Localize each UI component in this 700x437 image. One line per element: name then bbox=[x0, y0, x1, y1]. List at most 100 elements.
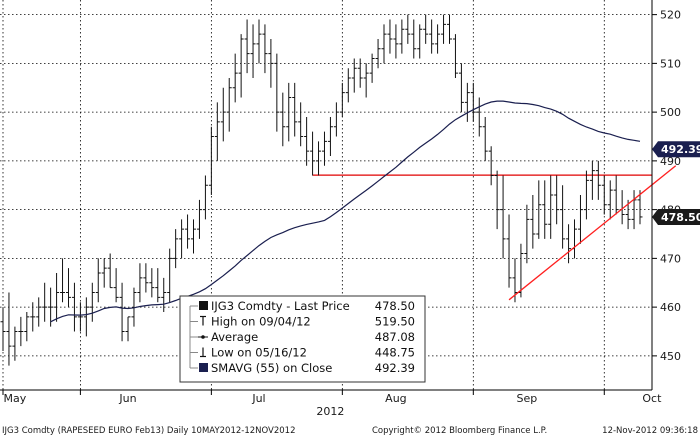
moving-average-layer bbox=[50, 100, 641, 323]
price-bar bbox=[524, 204, 530, 264]
price-bar bbox=[435, 24, 441, 54]
price-bar bbox=[304, 117, 310, 166]
price-bar bbox=[30, 302, 36, 332]
price-bar bbox=[536, 180, 542, 239]
price-bar bbox=[18, 316, 24, 347]
price-badges: 492.39 478.50 bbox=[652, 141, 700, 225]
price-bar bbox=[387, 19, 393, 54]
price-bar bbox=[54, 273, 60, 322]
legend-swatch-ma bbox=[199, 363, 208, 372]
price-bar bbox=[36, 297, 42, 327]
y-tick-label: 460 bbox=[660, 301, 681, 314]
price-bar bbox=[631, 190, 637, 230]
y-tick-label: 510 bbox=[660, 57, 681, 70]
price-bar bbox=[375, 39, 381, 69]
price-bar bbox=[441, 14, 447, 44]
price-bar bbox=[333, 102, 339, 137]
legend-box: IJG3 Comdty - Last Price 478.50 High on 09… bbox=[179, 295, 426, 383]
price-bar bbox=[95, 258, 101, 303]
price-bar bbox=[113, 268, 119, 303]
legend-value: 448.75 bbox=[375, 346, 415, 360]
price-badge: 492.39 bbox=[652, 141, 700, 158]
price-bar bbox=[125, 316, 131, 342]
price-bar bbox=[6, 292, 12, 366]
legend-value: 487.08 bbox=[375, 330, 415, 344]
price-bar bbox=[393, 24, 399, 59]
x-year-label: 2012 bbox=[316, 405, 344, 418]
price-bar bbox=[357, 58, 363, 88]
legend-label: High on 09/04/12 bbox=[211, 315, 311, 329]
x-month-label: Jun bbox=[118, 392, 136, 405]
price-bar bbox=[24, 312, 30, 342]
price-bar bbox=[607, 180, 613, 220]
price-bar bbox=[71, 282, 77, 332]
price-bar bbox=[583, 170, 589, 220]
price-bar bbox=[310, 131, 316, 176]
price-bar bbox=[530, 195, 536, 249]
moving-average-line bbox=[50, 100, 641, 323]
price-bar bbox=[637, 190, 643, 225]
y-tick-label: 490 bbox=[660, 155, 681, 168]
price-bar bbox=[238, 34, 244, 98]
price-bar bbox=[12, 326, 18, 361]
price-bar bbox=[446, 14, 452, 44]
footer: IJG3 Comdty (RAPESEED EURO Feb13) Daily … bbox=[2, 426, 698, 436]
legend-label: Average bbox=[211, 330, 258, 344]
price-bar bbox=[321, 131, 327, 166]
price-bar bbox=[452, 34, 458, 78]
y-tick-label: 470 bbox=[660, 252, 681, 265]
price-bar bbox=[256, 19, 262, 64]
price-bar bbox=[542, 180, 548, 239]
price-bar bbox=[548, 175, 554, 239]
price-bar bbox=[191, 219, 197, 254]
price-bar bbox=[339, 82, 345, 117]
price-bar bbox=[613, 175, 619, 215]
price-bar bbox=[149, 268, 155, 298]
legend-value: 519.50 bbox=[375, 315, 415, 329]
price-bar bbox=[107, 253, 113, 289]
price-bar bbox=[429, 19, 435, 54]
price-bar bbox=[214, 102, 220, 161]
price-badge-label: 478.50 bbox=[661, 211, 700, 224]
price-bar bbox=[77, 302, 83, 332]
price-badge-shape bbox=[652, 208, 700, 225]
footer-left: IJG3 Comdty (RAPESEED EURO Feb13) Daily … bbox=[2, 426, 296, 436]
price-bar bbox=[560, 185, 566, 249]
legend-value: 492.39 bbox=[375, 361, 415, 375]
price-bar bbox=[286, 82, 292, 142]
legend-frame bbox=[179, 295, 426, 383]
y-tick-label: 450 bbox=[660, 350, 681, 363]
price-bar bbox=[458, 63, 464, 113]
price-bar bbox=[167, 248, 173, 303]
price-bar bbox=[208, 126, 214, 195]
price-bar bbox=[232, 53, 238, 103]
price-bar bbox=[161, 277, 167, 312]
price-bar bbox=[119, 282, 125, 342]
footer-center: Copyright© 2012 Bloomberg Finance L.P. bbox=[372, 426, 547, 436]
price-bar bbox=[482, 117, 488, 161]
price-bar bbox=[179, 219, 185, 259]
x-month-label: Oct bbox=[642, 392, 662, 405]
x-month-label: Jul bbox=[251, 392, 265, 405]
trend-line bbox=[508, 165, 677, 301]
price-bar bbox=[268, 39, 274, 88]
price-bar bbox=[280, 92, 286, 147]
price-badge-label: 492.39 bbox=[661, 143, 700, 156]
price-bar bbox=[506, 214, 512, 288]
price-bar bbox=[595, 160, 601, 200]
price-bar bbox=[83, 297, 89, 337]
price-bar bbox=[60, 258, 66, 303]
price-bar bbox=[381, 24, 387, 64]
price-bar bbox=[363, 63, 369, 98]
y-tick-label: 500 bbox=[660, 106, 681, 119]
price-bar bbox=[131, 287, 137, 327]
price-badge: 478.50 bbox=[652, 208, 700, 225]
price-bar bbox=[250, 24, 256, 78]
price-bar bbox=[89, 282, 95, 322]
price-bar bbox=[470, 82, 476, 122]
price-bar bbox=[101, 258, 107, 288]
price-bar bbox=[274, 53, 280, 132]
price-bar bbox=[0, 307, 6, 351]
